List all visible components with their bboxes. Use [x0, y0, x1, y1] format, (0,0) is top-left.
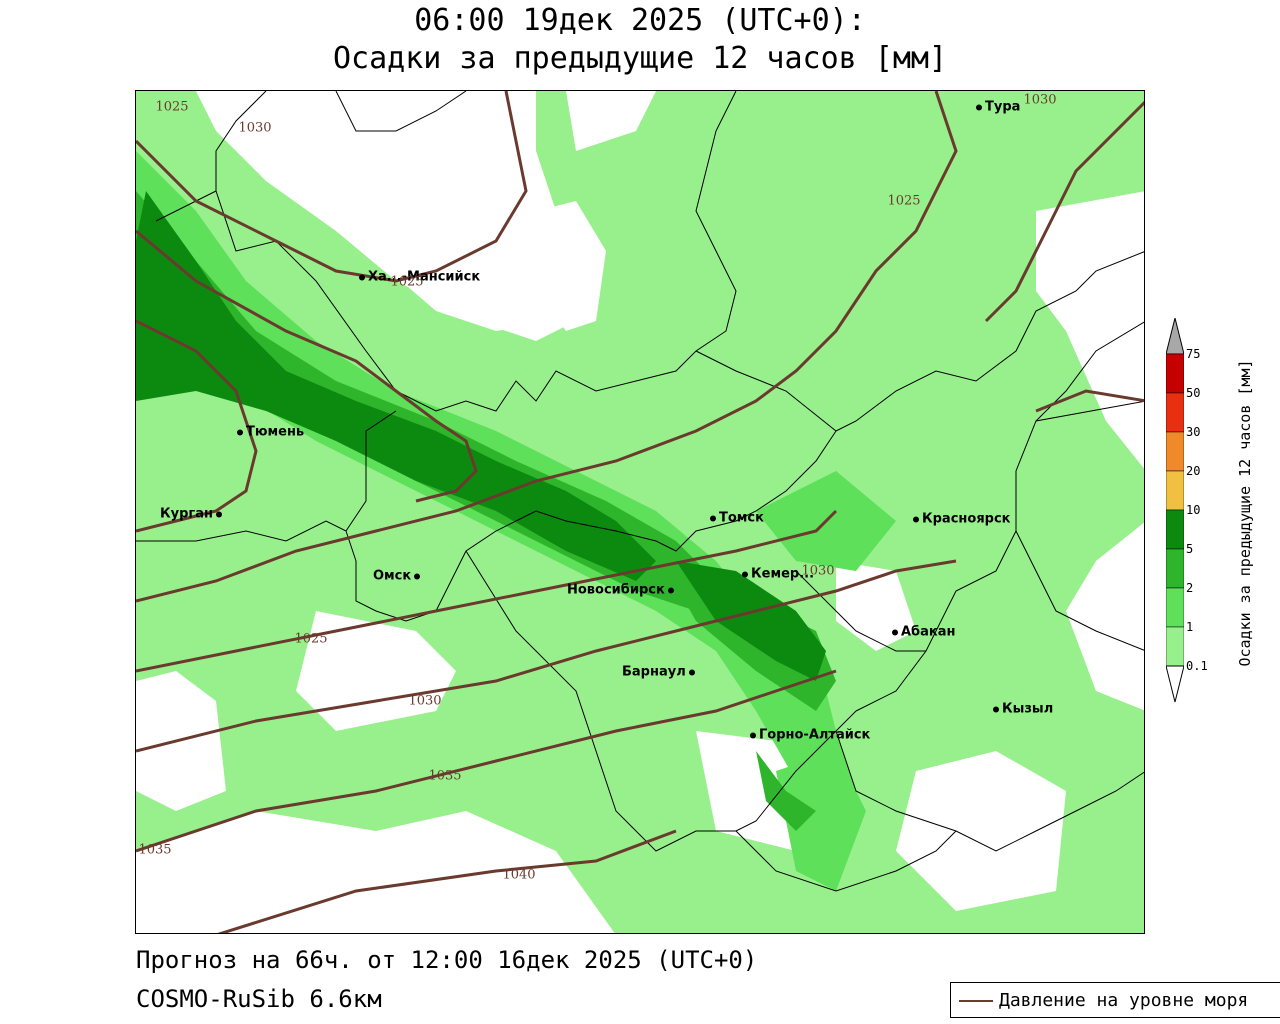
city-marker-gorno-altaysk: Горно-Алтайск: [750, 728, 870, 743]
legend-level-label: 75: [1186, 347, 1201, 361]
legend-band-1: [1166, 587, 1184, 628]
city-marker-kemerovo: Кемер...: [742, 567, 814, 582]
city-dot-icon: [976, 104, 982, 110]
legend-level-label: 5: [1186, 542, 1194, 556]
city-marker-kurgan: Курган: [160, 507, 225, 522]
city-dot-icon: [237, 429, 243, 435]
isobar-lines: [136, 91, 1144, 933]
city-marker-abakan: Абакан: [892, 625, 956, 640]
city-dot-icon: [742, 571, 748, 577]
isobar-label: 1030: [408, 693, 442, 709]
isobar-label: 1030: [238, 120, 272, 136]
isobar-label: 1040: [502, 867, 536, 883]
isobar-label: 1025: [155, 99, 189, 115]
legend-under-range: [1166, 665, 1184, 703]
legend-band-20: [1166, 431, 1184, 472]
legend-level-label: 1: [1186, 620, 1194, 634]
city-dot-icon: [667, 587, 674, 593]
forecast-info: Прогноз на 66ч. от 12:00 16дек 2025 (UTC…: [136, 946, 758, 974]
pressure-legend: Давление на уровне моря: [950, 982, 1280, 1018]
isobar-label: 1025: [294, 631, 328, 647]
precipitation-map: [135, 90, 1145, 934]
city-marker-krasnoyarsk: Красноярск: [913, 512, 1011, 527]
legend-over-range: [1166, 318, 1184, 355]
isobar-label: 1030: [801, 563, 835, 579]
isobar-label: 1025: [887, 193, 921, 209]
legend-level-label: 30: [1186, 425, 1201, 439]
city-dot-icon: [710, 515, 716, 521]
legend-title: Осадки за предыдущие 12 часов [мм]: [1236, 359, 1254, 667]
city-marker-tyumen: Тюмень: [237, 425, 304, 440]
city-marker-novosibirsk: Новосибирск: [567, 583, 677, 598]
precip-color-legend: [1166, 318, 1184, 703]
city-dot-icon: [414, 573, 421, 579]
isobar-label: 1035: [428, 768, 462, 784]
city-marker-tomsk: Томск: [710, 511, 764, 526]
legend-band-2: [1166, 548, 1184, 589]
city-dot-icon: [750, 732, 756, 738]
map-title-variable: Осадки за предыдущие 12 часов [мм]: [332, 41, 948, 76]
city-dot-icon: [215, 511, 222, 517]
isobar-label: 1035: [138, 842, 172, 858]
map-canvas: [136, 91, 1144, 933]
legend-band-50: [1166, 353, 1184, 394]
legend-level-label: 20: [1186, 464, 1201, 478]
isobar-line-icon: [959, 1000, 993, 1002]
city-marker-tura: Тура: [976, 100, 1020, 115]
region-borders: [136, 91, 1144, 892]
city-marker-barnaul: Барнаул: [622, 665, 698, 680]
city-dot-icon: [359, 274, 365, 280]
city-dot-icon: [688, 669, 695, 675]
legend-level-label: 10: [1186, 503, 1201, 517]
pressure-legend-label: Давление на уровне моря: [999, 990, 1249, 1011]
city-marker-omsk: Омск: [373, 569, 423, 584]
legend-band-0.1: [1166, 626, 1184, 667]
city-marker-khanty-mansiysk: Ха...-Мансийск: [359, 270, 480, 285]
legend-level-label: 0.1: [1186, 659, 1208, 673]
city-dot-icon: [892, 629, 898, 635]
city-marker-kyzyl: Кызыл: [993, 702, 1053, 717]
model-name: COSMO-RuSib 6.6км: [136, 985, 382, 1013]
city-dot-icon: [913, 516, 919, 522]
legend-band-30: [1166, 392, 1184, 433]
map-title-time: 06:00 19дек 2025 (UTC+0):: [414, 3, 866, 38]
isobar-label: 1030: [1023, 92, 1057, 108]
isobar-label: 1025: [390, 274, 424, 290]
city-dot-icon: [993, 706, 999, 712]
legend-level-label: 2: [1186, 581, 1194, 595]
legend-band-5: [1166, 509, 1184, 550]
legend-band-10: [1166, 470, 1184, 511]
legend-level-label: 50: [1186, 386, 1201, 400]
